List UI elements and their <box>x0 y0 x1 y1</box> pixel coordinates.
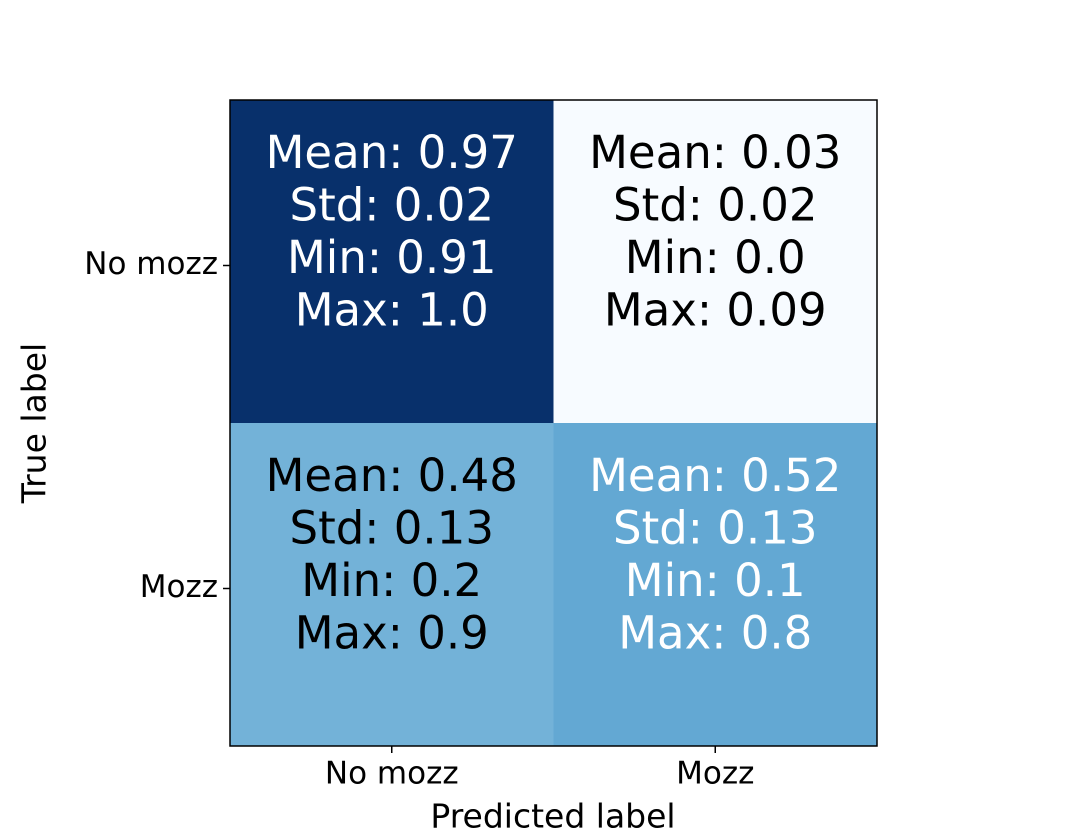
cell-label: Mean: 0.52 <box>589 449 841 502</box>
x-tick-label: Mozz <box>676 756 754 792</box>
cell-label: Min: 0.2 <box>301 554 482 607</box>
heatmap-cell <box>553 100 878 424</box>
cell-label: Max: 1.0 <box>295 283 489 336</box>
plot-frame <box>229 99 878 747</box>
y-axis-label: True label <box>15 343 54 504</box>
cell-label: Min: 0.1 <box>625 554 806 607</box>
heatmap-cell <box>230 423 554 747</box>
cell-label: Mean: 0.97 <box>266 126 518 179</box>
heatmap-cell <box>553 423 878 747</box>
cell-label: Std: 0.02 <box>290 178 494 231</box>
cell-label: Mean: 0.03 <box>589 126 841 179</box>
cell-label: Std: 0.13 <box>613 501 817 554</box>
x-tick-label: No mozz <box>325 756 459 792</box>
cell-label: Std: 0.13 <box>290 501 494 554</box>
cell-label: Max: 0.09 <box>604 283 827 336</box>
cell-label: Max: 0.8 <box>618 606 812 659</box>
cell-label: Mean: 0.48 <box>266 449 518 502</box>
cell-label: Max: 0.9 <box>295 606 489 659</box>
y-tick-label: Mozz <box>140 569 218 605</box>
y-tick-label: No mozz <box>84 246 218 282</box>
x-axis-label: Predicted label <box>430 797 675 836</box>
heatmap-cell <box>230 100 554 424</box>
cell-label: Min: 0.0 <box>625 231 806 284</box>
cell-label: Std: 0.02 <box>613 178 817 231</box>
cell-label: Min: 0.91 <box>287 231 497 284</box>
